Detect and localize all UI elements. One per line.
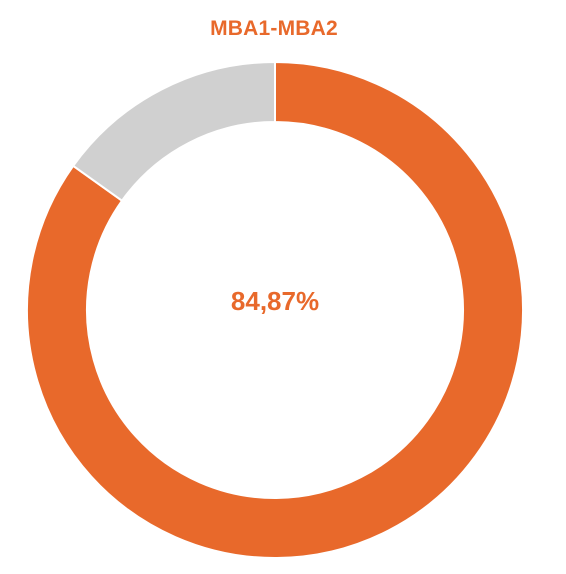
donut-slices xyxy=(26,60,524,559)
donut-slice-1 xyxy=(71,60,276,203)
donut-slice-0 xyxy=(26,60,524,559)
chart-title: MBA1-MBA2 xyxy=(210,17,338,40)
center-percentage-label: 84,87% xyxy=(230,286,320,316)
